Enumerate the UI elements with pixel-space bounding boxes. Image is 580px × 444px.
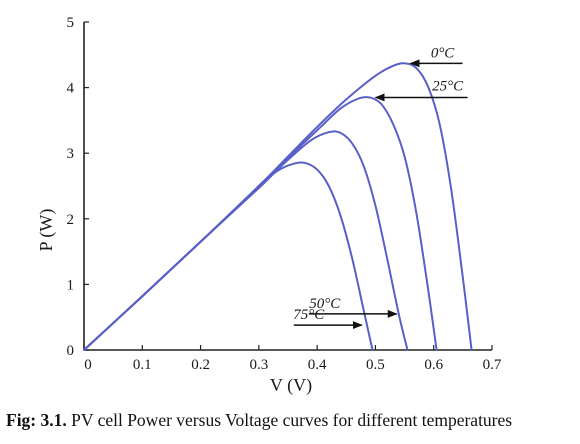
y-axis-label: P (W) [36, 209, 57, 252]
y-tick-label: 1 [67, 277, 75, 293]
x-tick-label: 0.2 [191, 357, 210, 373]
chart-annotations: 0°C 25°C 50°C75°C [293, 45, 468, 330]
x-axis-label: V (V) [270, 375, 312, 396]
series-line-2 [83, 130, 409, 351]
y-tick-label: 3 [67, 146, 75, 162]
caption-prefix: Fig: 3.1. [6, 410, 67, 430]
chart-series-group [83, 62, 473, 351]
x-tick-label: 0.6 [424, 357, 443, 373]
figure-caption: Fig: 3.1. PV cell Power versus Voltage c… [6, 410, 576, 431]
y-tick-label: 4 [67, 81, 75, 97]
annotation-label: 0°C [431, 45, 455, 61]
y-tick-label: 0 [67, 343, 75, 359]
x-tick-label: 0.5 [366, 357, 385, 373]
x-tick-label: 0 [84, 357, 92, 373]
y-tick-label: 5 [67, 15, 75, 31]
x-tick-label: 0.4 [308, 357, 327, 373]
annotation-label: 50°C [309, 296, 341, 312]
series-line-0 [83, 62, 473, 351]
x-tick-label: 0.3 [249, 357, 268, 373]
chart-axes [83, 22, 492, 351]
x-tick-label: 0.7 [483, 357, 502, 373]
series-line-3 [83, 161, 374, 351]
y-tick-label: 2 [67, 212, 75, 228]
annotation-label: 25°C [432, 78, 464, 94]
series-line-1 [83, 95, 438, 351]
caption-text: PV cell Power versus Voltage curves for … [66, 410, 513, 430]
x-tick-label: 0.1 [133, 357, 152, 373]
annotation-label: 75°C [293, 307, 325, 323]
chart-ticks: 0 1 2 3 4 5 0 0.1 0.2 0.3 0.4 0.5 0.6 0.7 [67, 15, 502, 373]
